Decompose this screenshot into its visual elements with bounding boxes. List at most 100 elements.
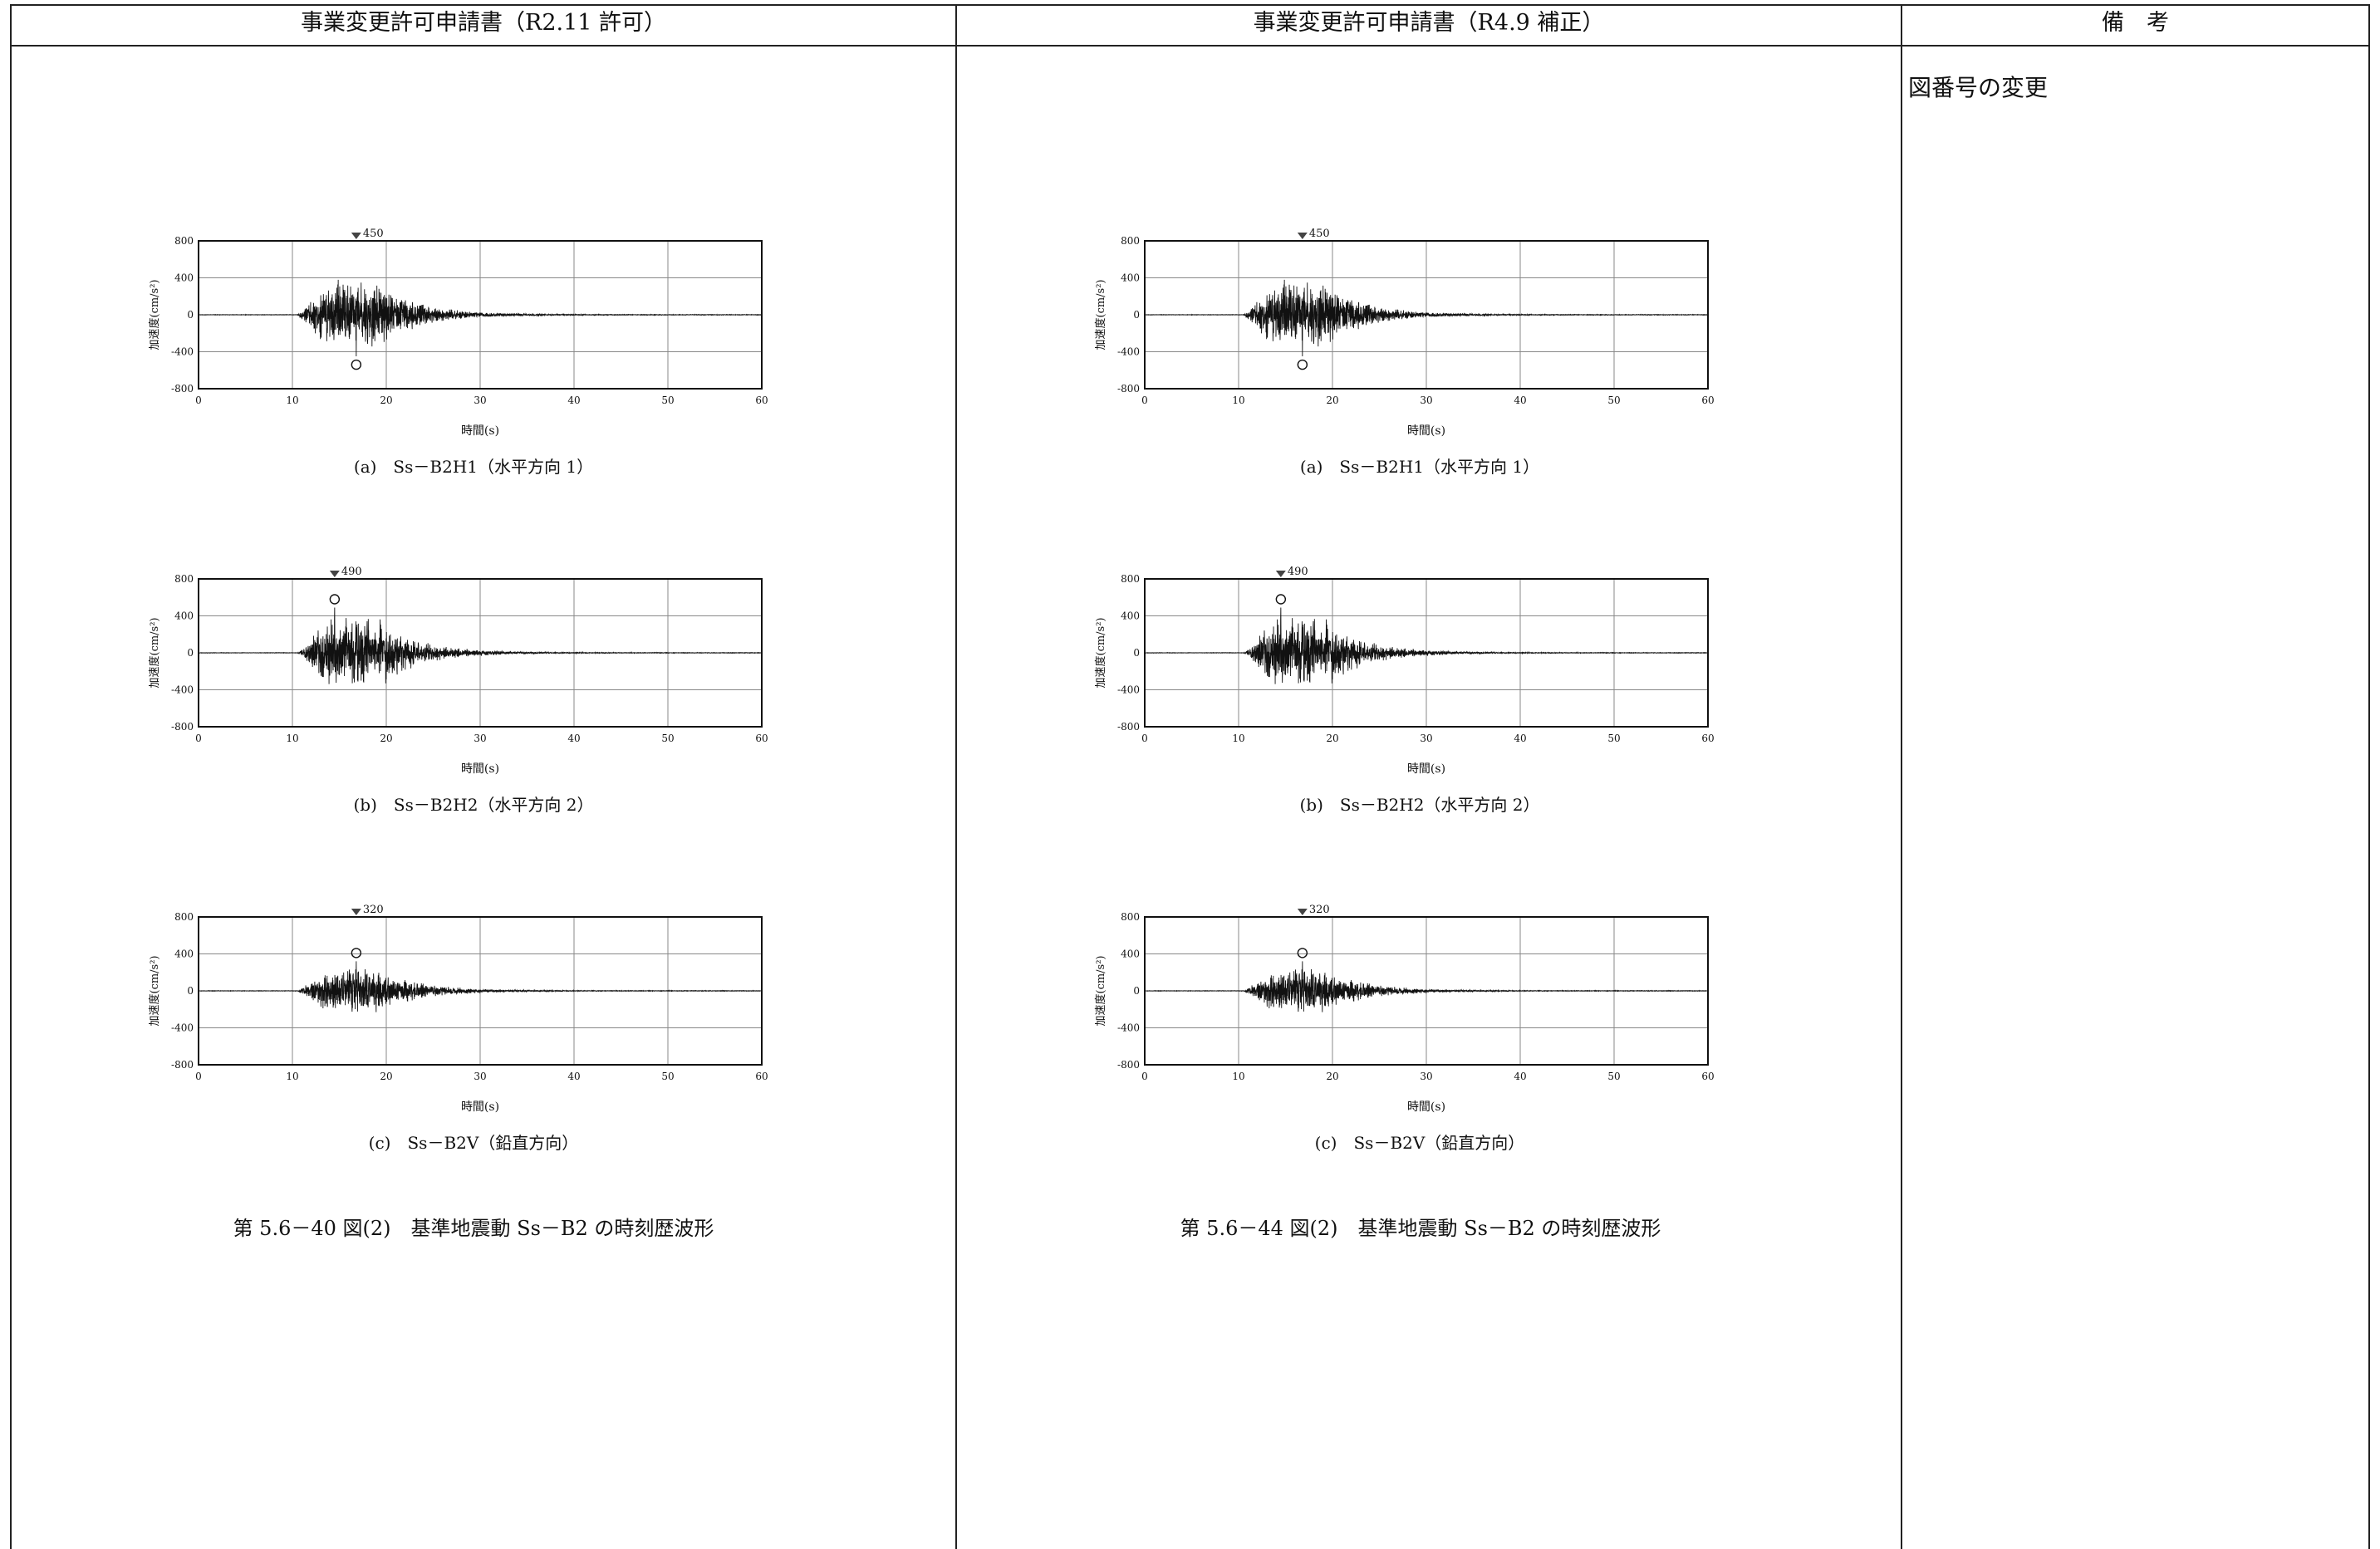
y-tick-label: -400	[171, 684, 194, 696]
plot-frame	[198, 240, 763, 390]
y-tick-label: -800	[171, 383, 194, 395]
y-tick-label: 0	[1133, 309, 1140, 321]
y-tick-label: 800	[1121, 235, 1140, 247]
x-tick-label: 20	[1326, 395, 1338, 406]
y-tick-label: 0	[187, 985, 194, 997]
x-tick-label: 10	[286, 1071, 298, 1082]
peak-marker	[351, 359, 362, 370]
x-tick-label: 0	[1141, 1071, 1148, 1082]
x-tick-label: 30	[474, 395, 486, 406]
y-tick-label: 800	[174, 911, 194, 923]
x-axis-label: 時間(s)	[461, 762, 499, 776]
x-tick-label: 20	[1326, 1071, 1338, 1082]
y-tick-label: -800	[1117, 721, 1140, 733]
waveform-series	[198, 961, 763, 1012]
peak-triangle-icon	[1275, 571, 1286, 577]
peak-value-label: 450	[363, 228, 384, 240]
header-col1: 事業変更許可申請書（R2.11 許可）	[300, 10, 667, 36]
peak-value-label: 450	[1309, 228, 1330, 240]
waveform-series	[1144, 607, 1708, 684]
x-axis-label: 時間(s)	[1407, 1100, 1445, 1114]
peak-marker	[1297, 948, 1308, 958]
header-col3: 備 考	[2102, 10, 2169, 36]
waveform-series	[198, 279, 763, 357]
x-tick-label: 0	[1141, 395, 1148, 406]
y-tick-label: 0	[187, 647, 194, 659]
y-tick-label: 800	[174, 235, 194, 247]
x-tick-label: 20	[380, 395, 392, 406]
x-tick-label: 50	[661, 1071, 674, 1082]
y-tick-label: 400	[174, 272, 194, 284]
x-axis-label: 時間(s)	[1407, 762, 1445, 776]
x-tick-label: 60	[755, 733, 768, 744]
y-tick-label: 0	[1133, 985, 1140, 997]
y-tick-label: 800	[1121, 573, 1140, 585]
peak-marker	[1275, 594, 1287, 605]
y-tick-label: 400	[1121, 610, 1140, 622]
y-tick-label: 400	[1121, 272, 1140, 284]
x-tick-label: 40	[1514, 1071, 1526, 1082]
x-tick-label: 20	[380, 1071, 392, 1082]
peak-triangle-icon	[329, 571, 340, 577]
x-tick-label: 60	[1701, 395, 1714, 406]
peak-marker	[329, 594, 341, 605]
chart-caption-right-b: (b) Ss－B2H2（水平方向 2）	[1299, 795, 1540, 815]
y-tick-label: -800	[1117, 383, 1140, 395]
x-tick-label: 0	[195, 1071, 202, 1082]
y-tick-label: 800	[1121, 911, 1140, 923]
y-axis-label: 加速度(cm/s²)	[1094, 617, 1107, 688]
x-tick-label: 30	[1420, 1071, 1432, 1082]
x-tick-label: 40	[567, 395, 580, 406]
x-tick-label: 60	[755, 1071, 768, 1082]
plot-frame	[1144, 916, 1709, 1066]
chart-caption-left-a: (a) Ss－B2H1（水平方向 1）	[353, 457, 594, 477]
x-tick-label: 0	[195, 395, 202, 406]
x-tick-label: 30	[474, 1071, 486, 1082]
x-tick-label: 40	[567, 733, 580, 744]
waveform-series	[1144, 279, 1709, 357]
x-tick-label: 10	[1232, 1071, 1244, 1082]
y-tick-label: 0	[1133, 647, 1140, 659]
x-tick-label: 50	[1607, 1071, 1620, 1082]
peak-value-label: 490	[341, 566, 362, 578]
figure-caption-right: 第 5.6－44 図(2) 基準地震動 Ss－B2 の時刻歴波形	[1180, 1217, 1661, 1240]
x-tick-label: 30	[474, 733, 486, 744]
plot-frame	[198, 916, 763, 1066]
y-axis-label: 加速度(cm/s²)	[148, 617, 161, 688]
x-tick-label: 10	[1232, 395, 1244, 406]
x-tick-label: 30	[1420, 733, 1432, 744]
figure-caption-left: 第 5.6－40 図(2) 基準地震動 Ss－B2 の時刻歴波形	[233, 1217, 714, 1240]
plot-frame	[1144, 240, 1709, 390]
x-tick-label: 10	[286, 733, 298, 744]
peak-triangle-icon	[1297, 909, 1308, 915]
y-axis-label: 加速度(cm/s²)	[148, 279, 161, 350]
x-tick-label: 50	[1607, 395, 1620, 406]
x-axis-label: 時間(s)	[1407, 424, 1445, 438]
y-tick-label: -800	[171, 1059, 194, 1071]
y-tick-label: -800	[171, 721, 194, 733]
x-tick-label: 20	[380, 733, 392, 744]
peak-triangle-icon	[351, 909, 361, 915]
x-tick-label: 10	[1232, 733, 1244, 744]
y-tick-label: 400	[1121, 949, 1140, 960]
peak-value-label: 320	[363, 904, 384, 916]
x-tick-label: 60	[755, 395, 768, 406]
waveform-series	[1144, 961, 1709, 1012]
x-tick-label: 40	[567, 1071, 580, 1082]
y-tick-label: 400	[174, 610, 194, 622]
x-tick-label: 60	[1701, 1071, 1714, 1082]
x-tick-label: 0	[195, 733, 202, 744]
chart-caption-right-c: (c) Ss－B2V（鉛直方向）	[1314, 1133, 1525, 1153]
x-axis-label: 時間(s)	[461, 424, 499, 438]
header-col2: 事業変更許可申請書（R4.9 補正）	[1253, 10, 1605, 36]
y-axis-label: 加速度(cm/s²)	[1094, 279, 1107, 350]
x-tick-label: 40	[1514, 733, 1526, 744]
y-axis-label: 加速度(cm/s²)	[1094, 955, 1107, 1026]
plot-frame	[1144, 578, 1709, 728]
y-tick-label: -400	[171, 1022, 194, 1034]
x-tick-label: 60	[1701, 733, 1714, 744]
y-tick-label: -400	[1117, 346, 1140, 358]
